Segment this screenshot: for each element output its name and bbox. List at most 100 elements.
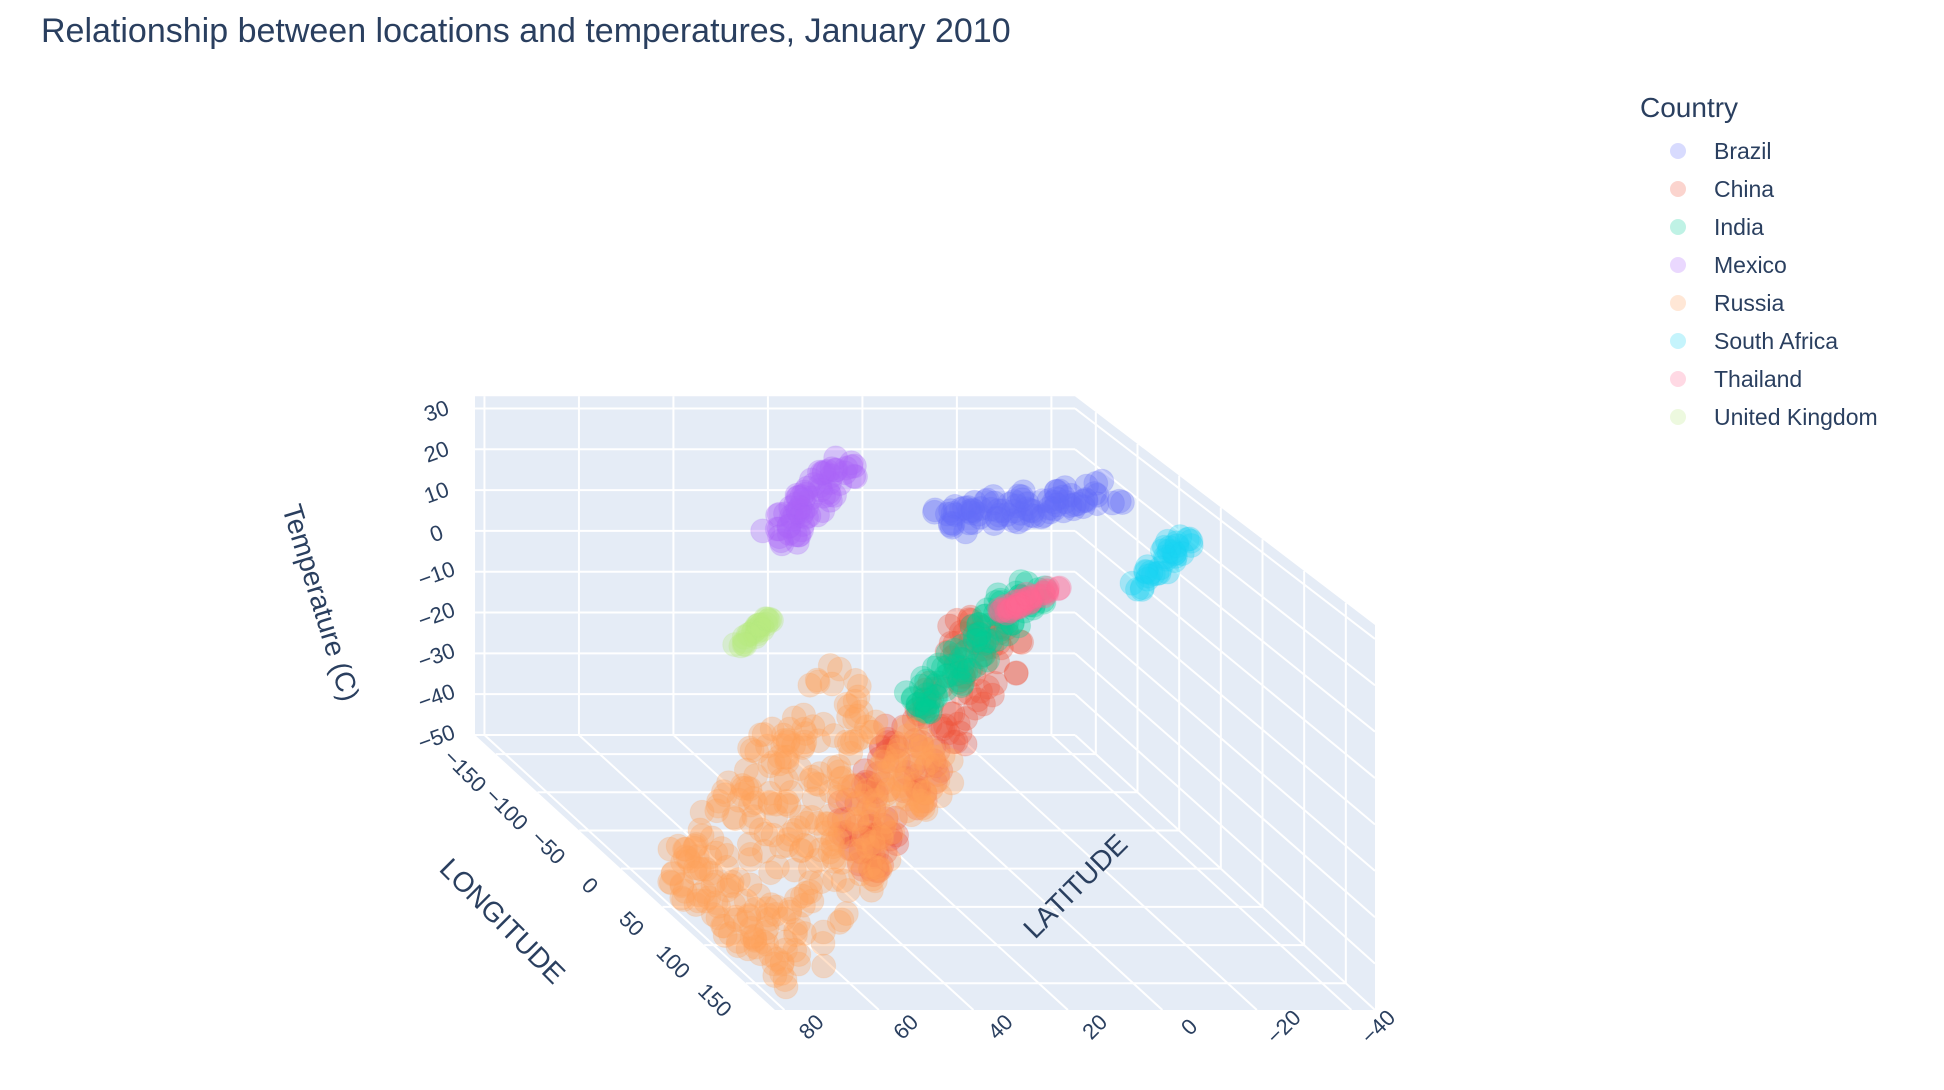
data-point xyxy=(794,504,819,530)
data-point xyxy=(848,837,874,863)
data-point xyxy=(900,685,926,711)
data-point xyxy=(698,860,724,886)
data-point xyxy=(826,807,852,833)
data-point xyxy=(949,496,974,522)
legend-item-india[interactable]: India xyxy=(1640,208,1878,246)
legend-item-mexico[interactable]: Mexico xyxy=(1640,246,1878,284)
data-point xyxy=(725,867,751,893)
data-point xyxy=(893,680,919,706)
data-point xyxy=(908,734,934,760)
data-point xyxy=(775,833,801,858)
data-point xyxy=(737,621,763,647)
data-point xyxy=(657,836,683,862)
data-point xyxy=(934,501,960,527)
legend-label: Brazil xyxy=(1714,137,1772,164)
data-point xyxy=(910,726,936,752)
data-point xyxy=(876,777,902,802)
data-point xyxy=(782,500,808,526)
legend-item-china[interactable]: China xyxy=(1640,170,1878,208)
data-point xyxy=(866,821,892,847)
data-point xyxy=(908,729,934,755)
data-point xyxy=(966,621,992,647)
data-point xyxy=(1014,491,1040,517)
z-axis-title: Temperature (C) xyxy=(276,501,365,705)
data-point xyxy=(1133,558,1158,584)
data-point xyxy=(809,460,835,486)
data-point xyxy=(951,657,977,683)
data-point xyxy=(710,913,736,939)
data-point xyxy=(1032,575,1058,601)
legend-item-south-africa[interactable]: South Africa xyxy=(1640,322,1878,360)
data-point xyxy=(835,787,861,813)
data-point xyxy=(746,612,772,638)
data-point xyxy=(764,946,790,972)
data-point xyxy=(817,470,843,496)
data-point xyxy=(930,716,956,742)
data-point xyxy=(689,799,715,825)
data-point xyxy=(755,902,781,928)
data-point xyxy=(854,780,879,805)
grid-line-lat xyxy=(767,734,1069,1011)
temp-tick-label: 20 xyxy=(421,436,453,468)
data-point xyxy=(958,500,984,526)
data-point xyxy=(689,856,715,882)
legend-marker xyxy=(1670,143,1686,159)
data-point xyxy=(863,709,889,735)
data-point xyxy=(962,489,987,515)
data-point xyxy=(966,627,992,653)
data-point xyxy=(735,622,761,648)
data-point xyxy=(948,619,974,645)
data-point xyxy=(860,866,886,892)
legend-item-russia[interactable]: Russia xyxy=(1640,284,1878,322)
data-point xyxy=(873,744,899,770)
data-point xyxy=(1140,561,1166,587)
data-point xyxy=(844,806,870,832)
data-point xyxy=(772,727,798,753)
data-point xyxy=(1005,509,1031,535)
data-point xyxy=(808,869,834,895)
legend-item-united-kingdom[interactable]: United Kingdom xyxy=(1640,398,1878,436)
data-point xyxy=(959,614,985,640)
data-point xyxy=(1155,559,1181,585)
data-point xyxy=(778,821,804,847)
data-point xyxy=(822,482,847,508)
data-point xyxy=(925,752,950,778)
data-point xyxy=(851,821,877,847)
data-point xyxy=(1021,592,1047,618)
data-point xyxy=(870,770,896,796)
data-point xyxy=(968,496,994,521)
data-point xyxy=(745,621,771,647)
data-point xyxy=(854,777,880,803)
data-point xyxy=(1052,489,1078,515)
data-point xyxy=(914,682,940,708)
data-point xyxy=(922,673,948,699)
data-point xyxy=(999,610,1025,636)
data-point xyxy=(933,663,959,689)
data-point xyxy=(675,845,701,871)
data-point xyxy=(783,886,809,912)
data-point xyxy=(1041,496,1067,522)
data-point xyxy=(773,929,799,955)
legend-item-thailand[interactable]: Thailand xyxy=(1640,360,1878,398)
data-point xyxy=(872,761,898,787)
data-point xyxy=(740,785,766,811)
data-point xyxy=(904,697,930,723)
data-point xyxy=(886,737,912,763)
lat-tick-label: −20 xyxy=(1262,1005,1306,1049)
data-point xyxy=(747,941,773,967)
scene-3d[interactable] xyxy=(475,396,1376,1011)
legend-item-brazil[interactable]: Brazil xyxy=(1640,132,1878,170)
data-point xyxy=(1109,490,1135,515)
data-point xyxy=(774,788,800,814)
data-point xyxy=(862,822,888,848)
data-point xyxy=(748,722,774,748)
data-point xyxy=(878,820,904,846)
lon-tick-label: 50 xyxy=(614,906,649,941)
data-point xyxy=(805,502,830,528)
data-point xyxy=(746,614,772,640)
data-point xyxy=(917,670,943,696)
series-india xyxy=(893,569,1058,725)
data-point xyxy=(737,847,763,872)
data-point xyxy=(973,603,999,629)
